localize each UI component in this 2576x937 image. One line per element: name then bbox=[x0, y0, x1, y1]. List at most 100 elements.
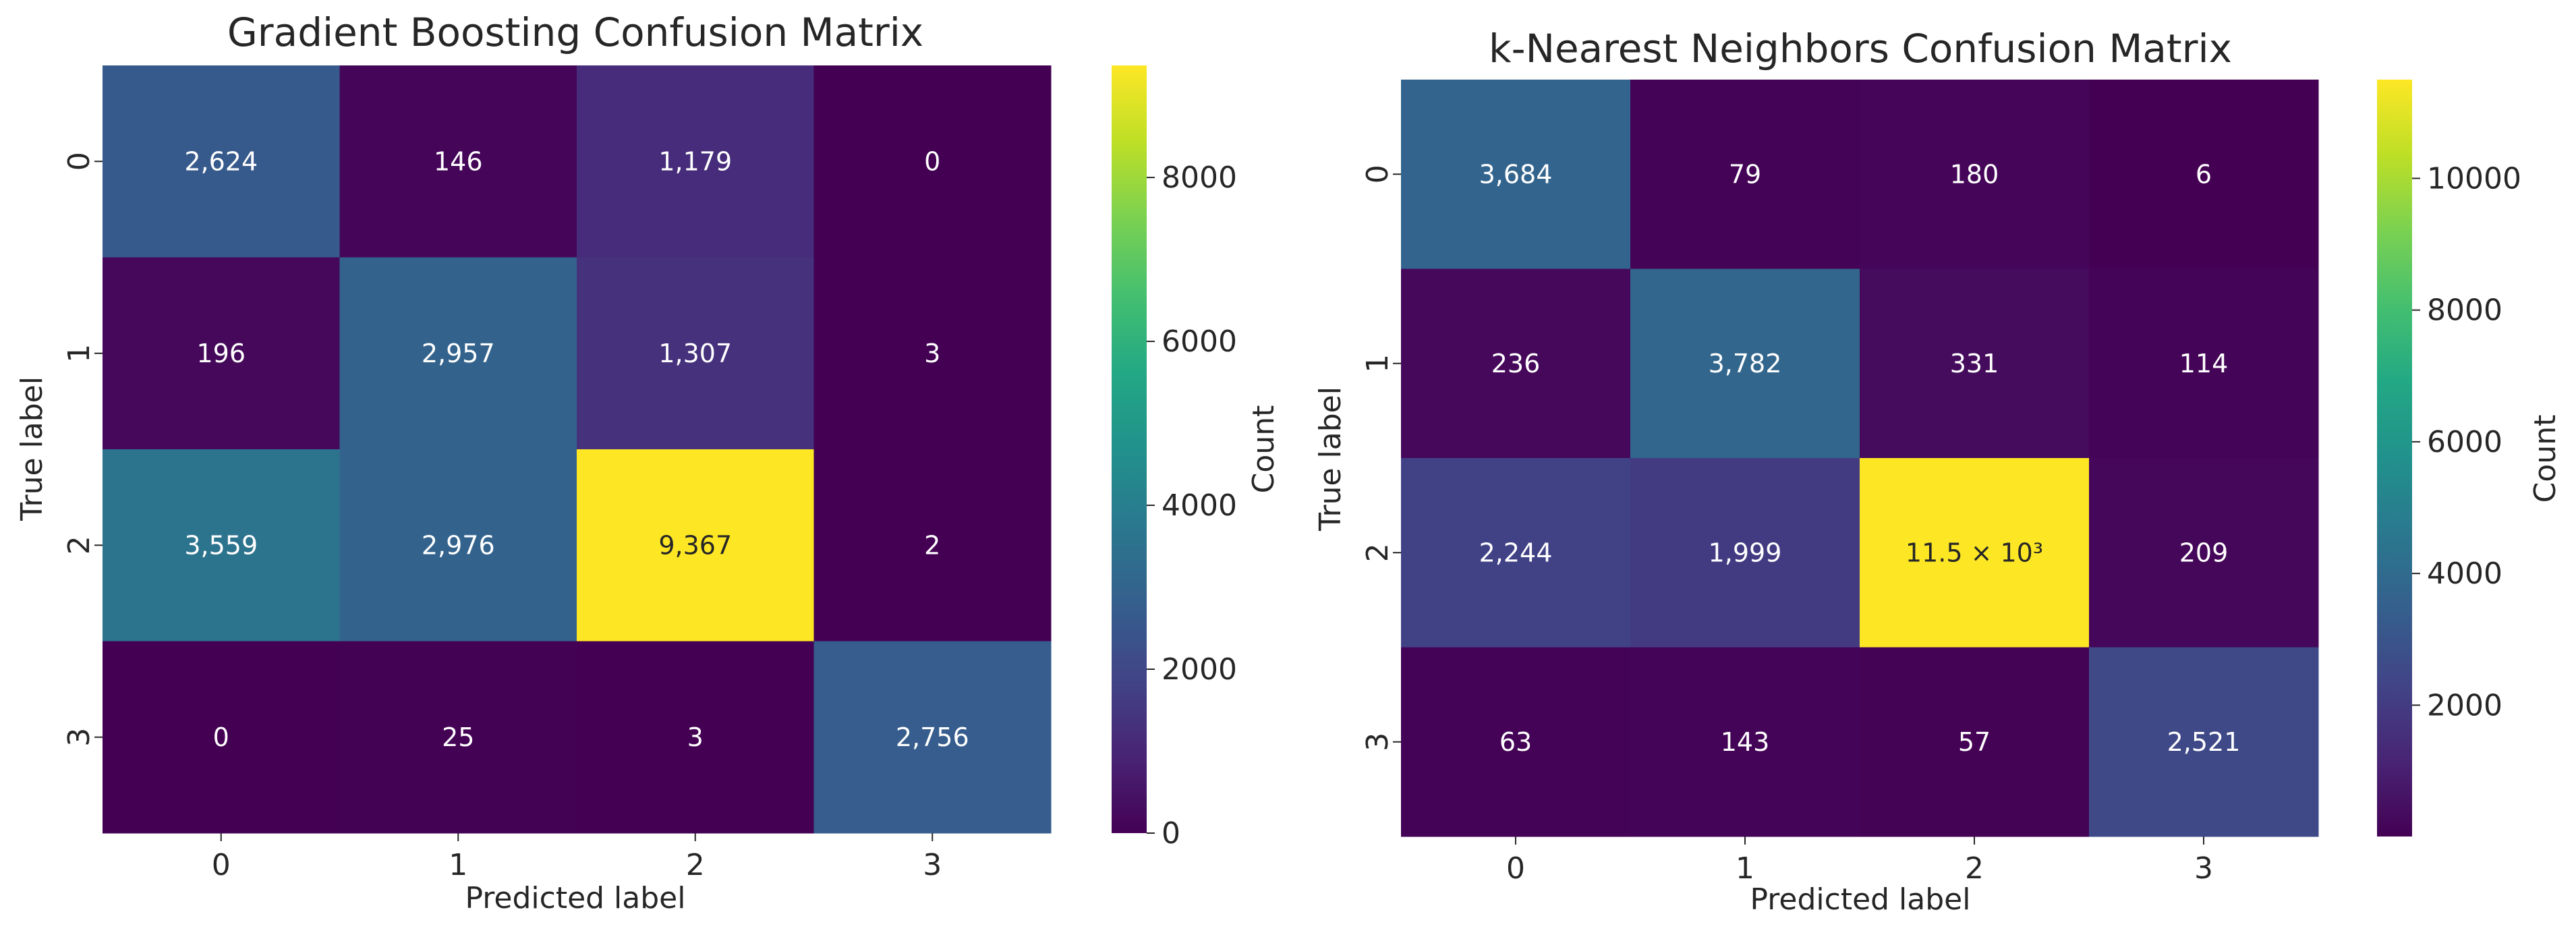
colorbar-tick-label: 2000 bbox=[2427, 688, 2502, 722]
y-tick-label: 1 bbox=[62, 344, 96, 363]
cell-value-label: 2,957 bbox=[422, 339, 495, 368]
cell-value-label: 180 bbox=[1950, 159, 1999, 189]
colorbar bbox=[1112, 65, 1147, 833]
y-axis-ticks: 0 1 2 3 bbox=[1361, 165, 1401, 751]
x-tick-label: 3 bbox=[923, 848, 942, 882]
cell-value-label: 0 bbox=[924, 146, 940, 176]
y-tick-label: 2 bbox=[1361, 543, 1395, 562]
cell-value-label: 3,684 bbox=[1479, 159, 1553, 189]
heatmap-cell bbox=[339, 641, 577, 834]
colorbar-tick-label: 8000 bbox=[2427, 293, 2502, 328]
colorbar-tick-label: 6000 bbox=[1162, 324, 1237, 359]
cell-value-label: 3,782 bbox=[1709, 349, 1782, 378]
y-tick-label: 3 bbox=[62, 728, 96, 747]
cell-value-label: 146 bbox=[434, 146, 483, 176]
heatmap-cell bbox=[1401, 80, 1631, 269]
cell-value-label: 11.5 × 10³ bbox=[1906, 538, 2043, 567]
cell-value-label: 209 bbox=[2179, 538, 2229, 567]
heatmap-cells: 3,684 79 180 6 236 3,782 331 114 2,244 1,999 11.5 … bbox=[1401, 80, 2319, 837]
heatmap-cell bbox=[1630, 647, 1860, 837]
cell-value-label: 2,976 bbox=[422, 530, 495, 560]
heatmap-cell bbox=[2089, 80, 2319, 269]
x-axis-ticks: 0 1 2 3 bbox=[212, 833, 942, 882]
colorbar-label: Count bbox=[1247, 405, 1281, 494]
x-tick-label: 0 bbox=[212, 848, 231, 882]
colorbar-tick-label: 8000 bbox=[1162, 161, 1237, 195]
cell-value-label: 1,999 bbox=[1709, 538, 1782, 567]
heatmap-cell bbox=[103, 641, 340, 834]
x-axis-label: Predicted label bbox=[1750, 882, 1971, 917]
y-axis-label: True label bbox=[15, 376, 49, 521]
chart-gradient-boosting: Gradient Boosting Confusion Matrix 2,624… bbox=[15, 9, 1281, 915]
x-tick-label: 1 bbox=[1736, 851, 1754, 886]
heatmap-cell bbox=[1401, 268, 1631, 459]
heatmap-cell bbox=[813, 449, 1052, 642]
heatmap-cell bbox=[1860, 647, 2090, 837]
cell-value-label: 196 bbox=[196, 339, 246, 368]
heatmap-cell bbox=[813, 257, 1052, 450]
heatmap-cell bbox=[1401, 647, 1631, 837]
cell-value-label: 2 bbox=[924, 530, 940, 560]
cell-value-label: 114 bbox=[2179, 349, 2229, 378]
heatmap-cell bbox=[103, 257, 340, 450]
heatmap-cell bbox=[1860, 80, 2090, 269]
heatmap-cell bbox=[103, 449, 340, 642]
colorbar-ticks: 0 2000 4000 6000 8000 bbox=[1147, 161, 1237, 851]
colorbar-ticks: 2000 4000 6000 8000 10000 bbox=[2412, 161, 2521, 722]
colorbar-tick-label: 2000 bbox=[1162, 652, 1237, 687]
cell-value-label: 0 bbox=[213, 722, 229, 752]
cell-value-label: 6 bbox=[2196, 159, 2212, 189]
cell-value-label: 3 bbox=[924, 339, 940, 368]
heatmap-cell bbox=[339, 449, 577, 642]
cell-value-label: 331 bbox=[1950, 349, 1999, 378]
heatmap-cell bbox=[2089, 458, 2319, 648]
x-tick-label: 0 bbox=[1506, 851, 1525, 886]
cell-value-label: 2,521 bbox=[2167, 727, 2241, 757]
heatmap-cell bbox=[577, 257, 814, 450]
colorbar-tick-label: 10000 bbox=[2427, 161, 2521, 196]
chart-k-nearest-neighbors: k-Nearest Neighbors Confusion Matrix 3,6… bbox=[1313, 26, 2563, 917]
heatmap-cell bbox=[339, 257, 577, 450]
y-tick-label: 1 bbox=[1361, 354, 1395, 373]
cell-value-label: 1,307 bbox=[658, 339, 732, 368]
heatmap-cell bbox=[1860, 458, 2090, 648]
chart-title: k-Nearest Neighbors Confusion Matrix bbox=[1489, 26, 2232, 72]
cell-value-label: 79 bbox=[1729, 159, 1761, 189]
y-tick-label: 0 bbox=[1361, 165, 1395, 183]
cell-value-label: 1,179 bbox=[658, 146, 732, 176]
x-tick-label: 2 bbox=[1965, 851, 1984, 886]
cell-value-label: 2,244 bbox=[1479, 538, 1553, 567]
y-axis-label: True label bbox=[1313, 387, 1348, 532]
colorbar-tick-label: 4000 bbox=[1162, 488, 1237, 523]
cell-value-label: 2,756 bbox=[896, 722, 969, 752]
x-tick-label: 3 bbox=[2194, 851, 2213, 886]
cell-value-label: 236 bbox=[1491, 349, 1541, 378]
cell-value-label: 143 bbox=[1721, 727, 1770, 757]
heatmap-cell bbox=[1401, 458, 1631, 648]
heatmap-cell bbox=[1630, 268, 1860, 459]
heatmap-cell bbox=[2089, 268, 2319, 459]
heatmap-cell bbox=[2089, 647, 2319, 837]
cell-value-label: 63 bbox=[1499, 727, 1532, 757]
y-tick-label: 2 bbox=[62, 536, 96, 555]
heatmap-cell bbox=[813, 641, 1052, 834]
colorbar-tick-label: 0 bbox=[1162, 816, 1180, 851]
chart-title: Gradient Boosting Confusion Matrix bbox=[227, 9, 923, 55]
heatmap-cell bbox=[1860, 268, 2090, 459]
heatmap-cell bbox=[1630, 458, 1860, 648]
cell-value-label: 9,367 bbox=[658, 530, 732, 560]
cell-value-label: 2,624 bbox=[184, 146, 258, 176]
heatmap-cell bbox=[577, 641, 814, 834]
y-tick-label: 3 bbox=[1361, 733, 1395, 751]
cell-value-label: 3,559 bbox=[184, 530, 258, 560]
colorbar-tick-label: 6000 bbox=[2427, 425, 2502, 459]
cell-value-label: 57 bbox=[1958, 727, 1991, 757]
cell-value-label: 3 bbox=[687, 722, 704, 752]
heatmap-cell bbox=[577, 65, 814, 258]
y-tick-label: 0 bbox=[62, 152, 96, 171]
x-axis-label: Predicted label bbox=[465, 881, 686, 915]
heatmap-cells: 2,624 146 1,179 0 196 2,957 1,307 3 3,559 2,976 9,… bbox=[103, 65, 1052, 834]
colorbar-label: Count bbox=[2528, 415, 2563, 503]
heatmap-cell bbox=[339, 65, 577, 258]
